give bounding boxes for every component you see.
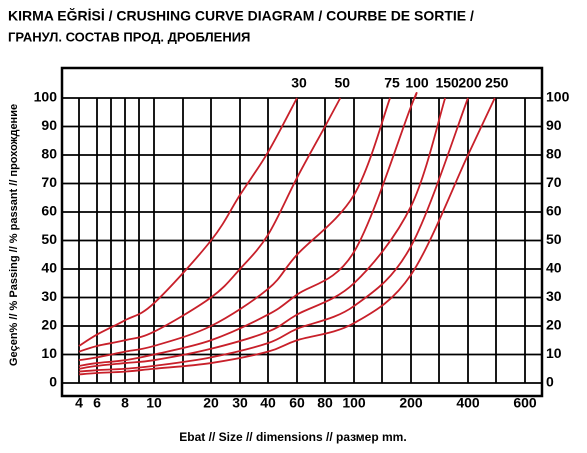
chart-subtitle: ГРАНУЛ. СОСТАВ ПРОД. ДРОБЛЕНИЯ (8, 29, 250, 44)
y2-tick-label: 80 (546, 146, 562, 162)
y-tick-label: 90 (41, 117, 57, 133)
x-tick-label: 10 (146, 395, 162, 411)
y2-tick-label: 30 (546, 288, 562, 304)
curve (78, 97, 469, 373)
x-tick-label: 40 (260, 395, 276, 411)
x-tick-label: 200 (399, 395, 423, 411)
plot-frame (60, 66, 544, 398)
y-axis-label: Geçen% // % Passing // % passant // прох… (8, 104, 20, 366)
x-tick-label: 400 (456, 395, 480, 411)
curve-label: 100 (405, 75, 429, 91)
y-tick-label: 60 (41, 203, 57, 219)
curve (78, 97, 298, 347)
y-tick-label: 10 (41, 345, 57, 361)
y2-tick-label: 70 (546, 174, 562, 190)
curve-label: 250 (485, 75, 509, 91)
curve-label: 50 (335, 75, 351, 91)
y-tick-label: 0 (49, 374, 57, 390)
x-tick-label: 20 (203, 395, 219, 411)
curve-label: 200 (458, 75, 482, 91)
chart-title: KIRMA EĞRİSİ / CRUSHING CURVE DIAGRAM / … (8, 7, 474, 24)
x-tick-label: 4 (75, 395, 83, 411)
y-tick-label: 30 (41, 288, 57, 304)
curve (78, 92, 418, 367)
y-tick-label: 40 (41, 260, 57, 276)
curve-label: 30 (291, 75, 307, 91)
x-tick-label: 30 (232, 395, 248, 411)
x-tick-label: 6 (93, 395, 101, 411)
y-tick-label: 50 (41, 231, 57, 247)
curve-label: 150 (435, 75, 459, 91)
y-tick-label: 20 (41, 317, 57, 333)
curve (78, 97, 391, 362)
x-tick-label: 80 (317, 395, 333, 411)
y-tick-label: 70 (41, 174, 57, 190)
y2-tick-label: 0 (546, 374, 554, 390)
y2-tick-label: 50 (546, 231, 562, 247)
y2-tick-label: 40 (546, 260, 562, 276)
y-tick-label: 100 (34, 89, 58, 105)
x-tick-label: 100 (342, 395, 366, 411)
x-axis-label: Ebat // Size // dimensions // размер mm. (179, 430, 406, 444)
y2-tick-label: 10 (546, 345, 562, 361)
curve (78, 97, 447, 370)
x-tick-label: 600 (513, 395, 537, 411)
x-tick-label: 8 (121, 395, 129, 411)
y2-tick-label: 20 (546, 317, 562, 333)
y2-tick-label: 90 (546, 117, 562, 133)
y2-tick-label: 100 (546, 89, 570, 105)
y2-tick-label: 60 (546, 203, 562, 219)
x-tick-label: 60 (289, 395, 305, 411)
curve (78, 97, 496, 376)
curve-label: 75 (384, 75, 400, 91)
y-tick-label: 80 (41, 146, 57, 162)
curve (78, 97, 342, 353)
